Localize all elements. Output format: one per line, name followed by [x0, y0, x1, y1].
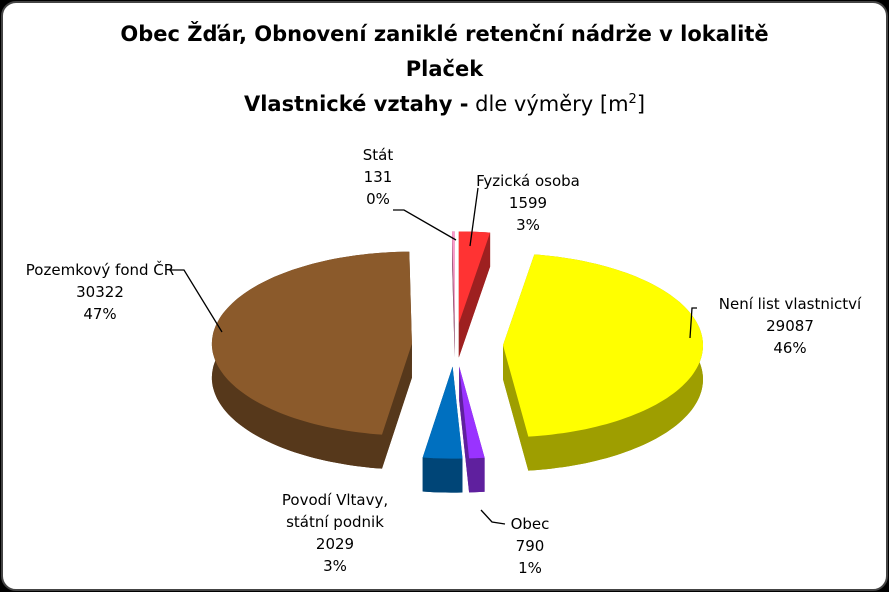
- subtitle-end: ]: [636, 92, 646, 116]
- percent-label: 47%: [83, 305, 117, 323]
- chart-title: Obec Žďár, Obnovení zaniklé retenční nád…: [120, 22, 769, 46]
- leader-line: [469, 187, 479, 247]
- slice-side: [422, 457, 463, 493]
- value-label: 29087: [766, 317, 814, 335]
- slice-top: [452, 231, 455, 324]
- chart-subtitle: Vlastnické vztahy - dle výměry [m2]: [0, 92, 889, 116]
- subtitle-normal: dle výměry [m: [475, 92, 629, 116]
- pie-slice: [459, 366, 485, 493]
- slice-top: [211, 251, 412, 435]
- leader-line: [170, 269, 223, 333]
- subtitle-bold: Vlastnické vztahy -: [243, 92, 469, 116]
- subtitle-sup: 2: [628, 92, 637, 107]
- data-label: Pozemkový fond ČR 30322 47%: [25, 259, 175, 325]
- pie-slice: [458, 231, 491, 358]
- data-label: Fyzická osoba 1599 3%: [463, 170, 593, 236]
- percent-label: 3%: [323, 557, 347, 575]
- percent-label: 46%: [773, 339, 807, 357]
- slice-top: [422, 366, 463, 459]
- value-label: 1599: [508, 194, 548, 212]
- category-label: Fyzická osoba: [476, 172, 580, 190]
- pie-slice: [503, 254, 703, 471]
- category-label: Povodí Vltavy, státní podnik: [281, 491, 389, 531]
- percent-label: 3%: [516, 216, 540, 234]
- slice-wall: [459, 366, 470, 493]
- slice-top: [458, 231, 491, 324]
- pie-slice: [422, 366, 463, 493]
- data-label: Stát 131 0%: [343, 144, 413, 210]
- value-label: 2029: [315, 535, 355, 553]
- slice-wall: [503, 345, 529, 471]
- data-label: Není list vlastnictví 29087 46%: [695, 293, 885, 359]
- category-label: Stát: [362, 146, 394, 164]
- value-label: 790: [515, 537, 545, 555]
- leader-line: [480, 509, 506, 525]
- value-label: 131: [363, 168, 393, 186]
- category-label: Není list vlastnictví: [718, 295, 862, 313]
- leader-line: [393, 209, 457, 241]
- percent-label: 1%: [518, 559, 542, 577]
- pie-slice: [452, 231, 455, 358]
- value-label: 30322: [76, 283, 124, 301]
- slice-top: [459, 366, 485, 459]
- slice-wall: [382, 343, 412, 469]
- category-label: Obec: [510, 515, 550, 533]
- data-label: Povodí Vltavy, státní podnik 2029 3%: [268, 489, 403, 577]
- slice-side: [469, 457, 485, 493]
- category-label: Pozemkový fond ČR: [25, 261, 175, 279]
- slice-top: [503, 254, 703, 437]
- pie-slice: [211, 251, 412, 469]
- data-label: Obec 790 1%: [490, 513, 570, 579]
- chart-title-line2: Plaček: [405, 57, 484, 81]
- leader-line: [689, 307, 697, 339]
- percent-label: 0%: [366, 190, 390, 208]
